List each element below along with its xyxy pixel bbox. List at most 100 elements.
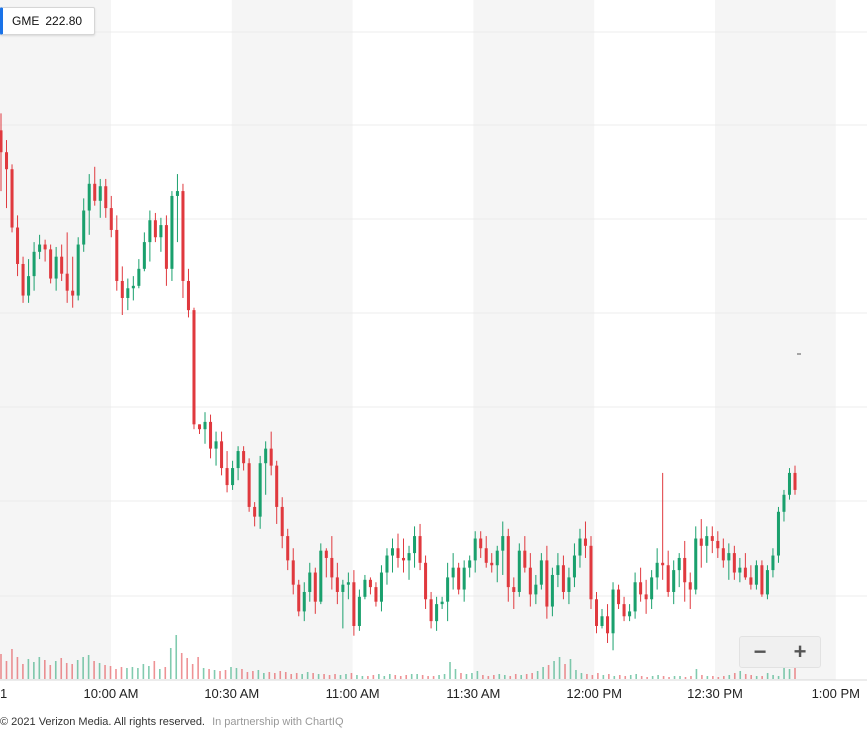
volume-bar <box>520 675 523 679</box>
volume-bar <box>493 675 495 679</box>
volume-bar <box>93 661 95 679</box>
volume-bar <box>602 675 605 679</box>
candle-body <box>352 582 356 626</box>
volume-bar <box>668 677 670 679</box>
volume-bar <box>290 674 293 679</box>
candle-body <box>473 538 477 561</box>
candle-body <box>220 441 224 469</box>
volume-bar <box>120 667 123 679</box>
volume-bar <box>323 674 325 679</box>
volume-bar <box>191 664 194 679</box>
volume-bar <box>755 676 758 679</box>
volume-bar <box>284 672 287 679</box>
volume-bar <box>553 661 555 679</box>
volume-bar <box>706 676 709 679</box>
volume-bar <box>651 676 654 679</box>
candle-body <box>765 570 769 595</box>
volume-bar <box>476 671 479 679</box>
candle-body <box>153 220 157 238</box>
candle-body <box>666 565 670 592</box>
candle-body <box>694 538 698 590</box>
band <box>715 0 836 680</box>
volume-bar <box>180 653 183 679</box>
candle-body <box>600 616 604 626</box>
volume-bar <box>618 675 621 679</box>
volume-bar <box>230 667 232 679</box>
zoom-in-button[interactable]: + <box>793 639 807 664</box>
volume-bar <box>536 671 539 679</box>
candle-body <box>341 584 345 592</box>
candle-body <box>115 229 119 281</box>
volume-bar <box>733 673 736 679</box>
volume-bar <box>580 673 583 679</box>
volume-bar <box>723 676 725 679</box>
candle-body <box>583 538 587 546</box>
session-bands <box>0 0 836 680</box>
candle-body <box>357 596 361 626</box>
volume-bar <box>525 674 528 679</box>
candle-body <box>38 244 42 252</box>
candle-body <box>297 584 301 612</box>
candle-body <box>291 560 295 585</box>
partner-link[interactable]: In partnership with ChartIQ <box>212 716 344 728</box>
volume-bar <box>569 659 572 679</box>
candle-body <box>589 545 593 600</box>
candle-body <box>209 421 213 449</box>
zoom-out-button[interactable]: − <box>753 639 767 664</box>
volume-bar <box>509 676 512 679</box>
volume-bar <box>591 675 594 679</box>
volume-bar <box>295 673 298 679</box>
volume-bar <box>328 675 331 679</box>
volume-bar <box>317 674 320 679</box>
volume-bar <box>608 674 610 679</box>
candle-body <box>54 256 58 279</box>
candle-body <box>142 242 146 269</box>
candle-body <box>633 582 637 612</box>
volume-bar <box>169 648 172 679</box>
candle-body <box>308 572 312 592</box>
candle-body <box>749 577 753 585</box>
candle-body <box>27 276 31 296</box>
candle-body <box>413 536 417 554</box>
x-tick-label: 12:00 PM <box>566 686 622 701</box>
candle-body <box>429 599 433 622</box>
candle-body <box>743 567 747 578</box>
candle-body <box>76 244 80 296</box>
volume-bar <box>399 676 402 679</box>
candle-body <box>655 562 659 578</box>
candle-body <box>396 548 400 558</box>
candle-body <box>319 550 323 602</box>
candle-body <box>363 579 367 597</box>
x-tick-label: 11:30 AM <box>446 686 500 701</box>
volume-bar <box>279 671 282 679</box>
candle-body <box>418 536 422 563</box>
candle-body <box>490 562 494 566</box>
candle-body <box>49 249 53 279</box>
volume-bar <box>356 675 358 679</box>
volume-bar <box>60 658 63 679</box>
volume-bar <box>175 635 178 679</box>
volume-bar <box>438 675 440 679</box>
candle-body <box>186 280 190 311</box>
volume-bar <box>38 657 41 679</box>
volume-bar <box>153 661 156 679</box>
volume-bar <box>131 667 134 679</box>
volume-bar <box>498 674 501 679</box>
volume-bar <box>766 673 769 679</box>
candle-body <box>16 227 20 264</box>
volume-bar <box>164 667 167 679</box>
candle-body <box>21 263 25 296</box>
volume-bar <box>416 674 418 679</box>
volume-bars <box>0 635 796 679</box>
candle-body <box>787 472 792 495</box>
candle-body <box>451 567 455 578</box>
candle-body <box>760 565 764 595</box>
candle-body <box>550 574 554 607</box>
volume-bar <box>87 655 90 679</box>
candle-body <box>137 268 141 286</box>
candle-body <box>517 550 521 592</box>
volume-bar <box>640 676 643 679</box>
candle-body <box>523 550 527 568</box>
grid-lines <box>0 31 867 597</box>
